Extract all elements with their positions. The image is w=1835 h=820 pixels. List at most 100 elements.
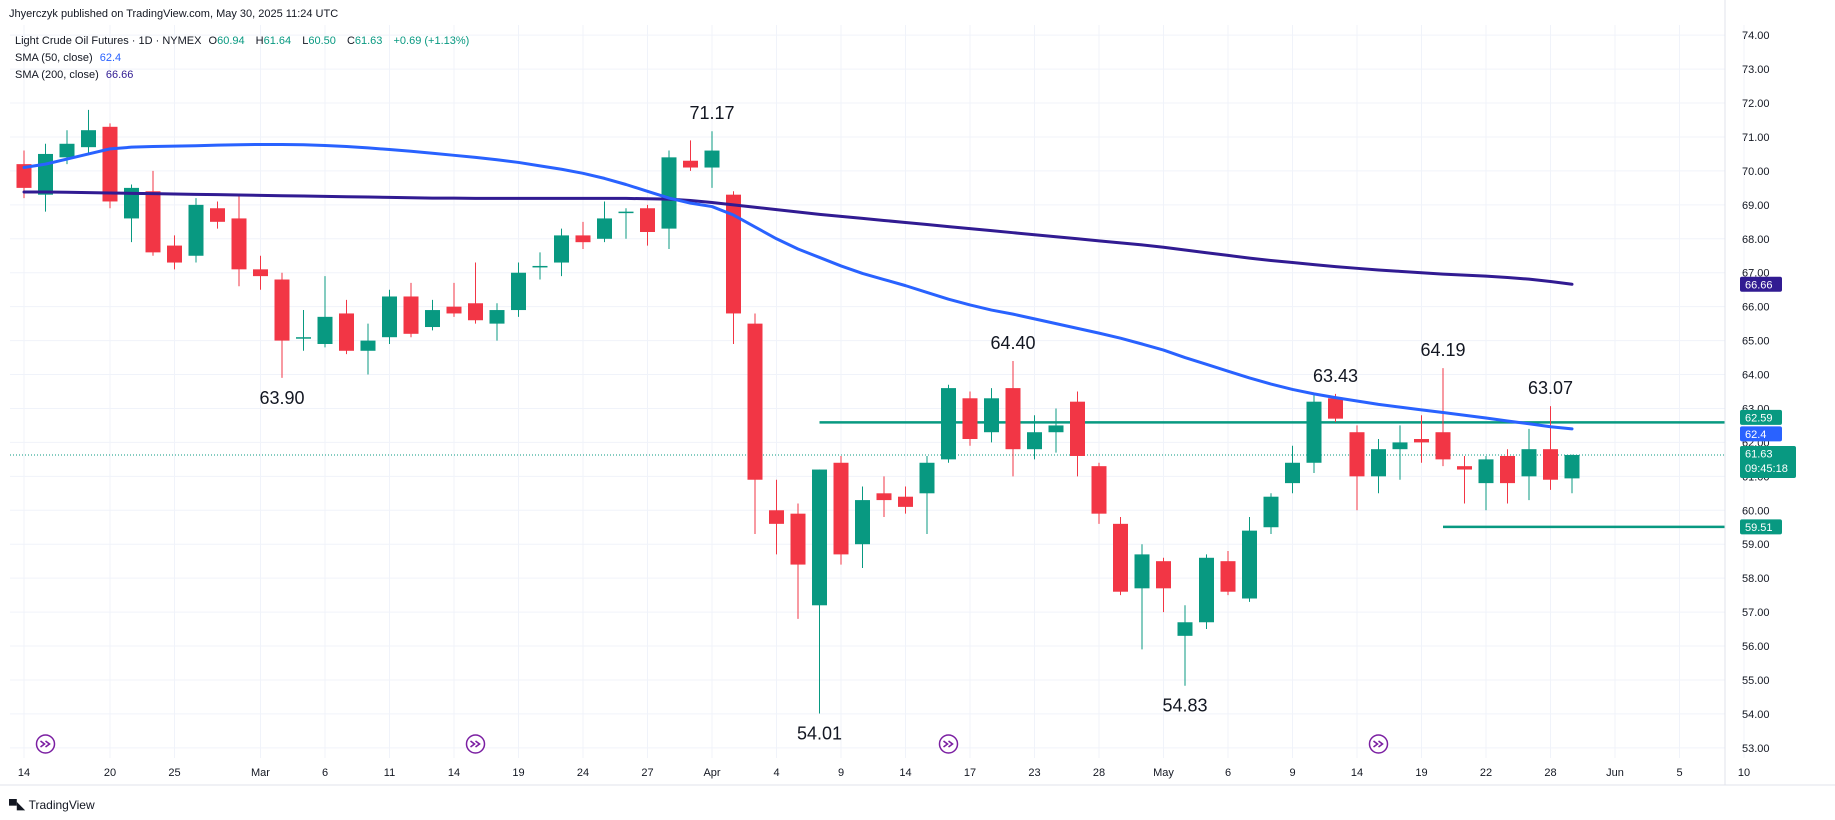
sma50-value: 62.4 bbox=[99, 52, 122, 64]
candle bbox=[790, 503, 806, 619]
candle bbox=[382, 289, 397, 344]
x-tick-label: 25 bbox=[168, 767, 180, 779]
candle-body bbox=[962, 398, 978, 440]
x-tick-label: 14 bbox=[899, 767, 911, 779]
candle bbox=[403, 282, 419, 338]
sma50-legend[interactable]: SMA (50, close) 62.4 bbox=[15, 52, 125, 64]
price-tag-label: 61.63 bbox=[1745, 448, 1773, 460]
y-tick-label: 59.00 bbox=[1742, 539, 1770, 551]
candle bbox=[855, 486, 870, 568]
y-tick-label: 60.00 bbox=[1742, 505, 1770, 517]
candle bbox=[575, 221, 591, 249]
moving-averages bbox=[22, 142, 1574, 431]
candle-body bbox=[984, 398, 999, 433]
candle-body bbox=[1371, 449, 1386, 477]
x-tick-label: 20 bbox=[104, 767, 116, 779]
x-tick-label: 9 bbox=[838, 767, 844, 779]
candle bbox=[167, 235, 182, 270]
y-tick-label: 55.00 bbox=[1742, 675, 1770, 687]
tradingview-logo[interactable]: ▀◣ TradingView bbox=[9, 798, 95, 812]
x-tick-label: Jun bbox=[1606, 767, 1624, 779]
candle-body bbox=[167, 245, 182, 263]
price-tag: 61.63 09:45:18 bbox=[1740, 445, 1796, 478]
candle-body bbox=[1027, 432, 1042, 450]
price-annotation: 64.19 bbox=[1420, 340, 1465, 360]
candle bbox=[1564, 454, 1580, 494]
price-annotation: 64.40 bbox=[990, 333, 1035, 353]
candle-body bbox=[274, 279, 290, 341]
candle-body bbox=[532, 265, 548, 268]
event-marker-icon[interactable] bbox=[35, 734, 56, 754]
candle bbox=[1005, 360, 1021, 477]
candle bbox=[1263, 493, 1279, 535]
event-marker-arrows bbox=[943, 740, 954, 748]
sma200-line bbox=[22, 190, 1574, 286]
candle bbox=[1156, 557, 1171, 613]
candle-body bbox=[102, 126, 118, 202]
candle bbox=[425, 299, 440, 331]
candle-body bbox=[124, 187, 139, 219]
price-annotation: 63.07 bbox=[1528, 378, 1573, 398]
candle-body bbox=[1478, 459, 1494, 484]
candle bbox=[919, 455, 935, 535]
price-annotation: 71.17 bbox=[689, 103, 734, 123]
candle-body bbox=[1177, 622, 1193, 636]
candle-body bbox=[81, 130, 96, 148]
event-marker-icon[interactable] bbox=[465, 734, 486, 754]
y-tick-label: 67.00 bbox=[1742, 268, 1770, 280]
candle bbox=[339, 299, 354, 355]
candle-body bbox=[188, 204, 204, 256]
candle-body bbox=[726, 194, 741, 314]
price-tag-countdown: 09:45:18 bbox=[1745, 463, 1788, 475]
candle-body bbox=[38, 153, 53, 195]
price-annotations: 71.17 63.90 54.01 64.40 54.83 63.43 64.19 63.07 bbox=[259, 103, 1573, 743]
candle-body bbox=[661, 157, 677, 229]
candle-body bbox=[597, 218, 612, 239]
candle-body bbox=[898, 496, 913, 507]
candle bbox=[274, 272, 290, 378]
candle bbox=[876, 476, 892, 518]
price-tag-label: 66.66 bbox=[1745, 279, 1773, 291]
low-label: L bbox=[302, 35, 309, 47]
event-marker-icon[interactable] bbox=[1368, 734, 1389, 754]
candle bbox=[1285, 445, 1300, 494]
candle bbox=[231, 194, 247, 287]
high-label: H bbox=[255, 35, 264, 47]
sma200-legend[interactable]: SMA (200, close) 66.66 bbox=[15, 69, 137, 81]
candle-body bbox=[1091, 466, 1107, 514]
candle-body bbox=[1435, 432, 1451, 460]
candle bbox=[468, 262, 483, 324]
candle bbox=[812, 469, 827, 714]
sma200-value: 66.66 bbox=[105, 69, 134, 81]
x-tick-label: 22 bbox=[1480, 767, 1492, 779]
candle bbox=[360, 323, 376, 375]
price-tag-bg bbox=[1740, 445, 1796, 478]
candle-body bbox=[339, 313, 354, 351]
x-tick-label: 6 bbox=[1225, 767, 1231, 779]
x-tick-label: 6 bbox=[322, 767, 328, 779]
candle-body bbox=[403, 296, 419, 334]
candle-body bbox=[511, 272, 526, 311]
candle bbox=[747, 313, 763, 535]
candle-body bbox=[446, 306, 462, 314]
candle bbox=[618, 208, 634, 239]
event-marker-icon[interactable] bbox=[938, 734, 959, 754]
candle-body bbox=[1156, 561, 1171, 589]
x-tick-label: 28 bbox=[1093, 767, 1105, 779]
event-markers bbox=[35, 734, 1389, 754]
event-marker-arrows bbox=[1373, 740, 1384, 748]
x-tick-label: 14 bbox=[1351, 767, 1363, 779]
candle-body bbox=[640, 208, 655, 233]
y-tick-label: 66.00 bbox=[1742, 302, 1770, 314]
price-tag: 66.66 bbox=[1740, 276, 1782, 292]
price-tag: 62.4 bbox=[1740, 426, 1782, 442]
y-tick-label: 68.00 bbox=[1742, 234, 1770, 246]
candle-body bbox=[618, 211, 634, 214]
y-tick-label: 53.00 bbox=[1742, 743, 1770, 755]
candle-body bbox=[575, 235, 591, 243]
candle-body bbox=[1199, 557, 1214, 623]
candle bbox=[446, 282, 462, 317]
candle-body bbox=[1564, 454, 1580, 479]
candle bbox=[296, 310, 311, 351]
